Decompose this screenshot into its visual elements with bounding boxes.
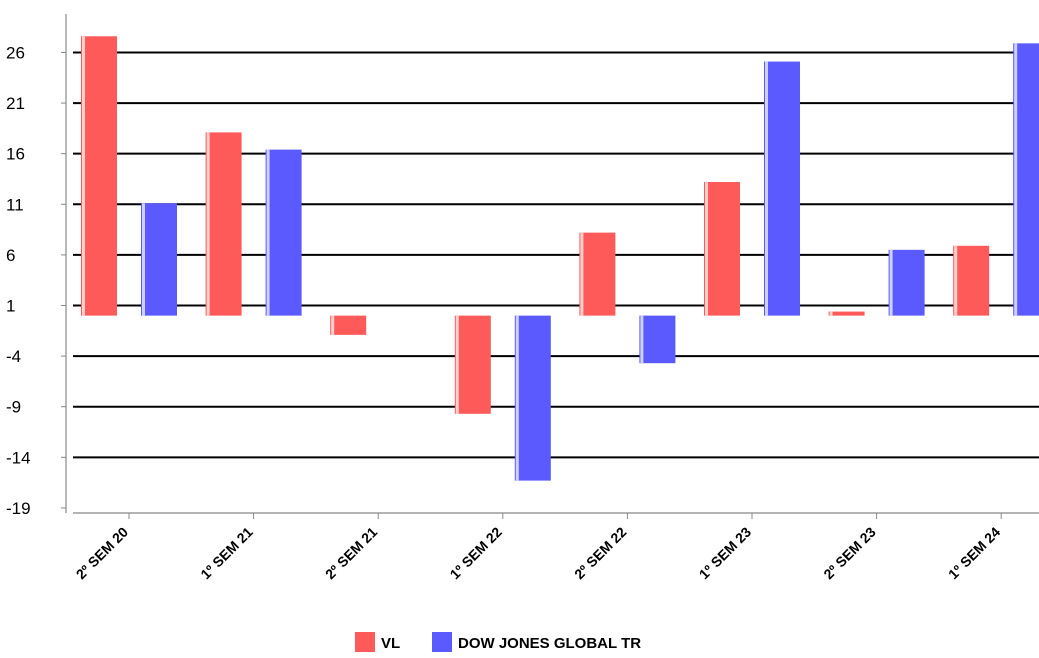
bar-highlight <box>142 203 145 316</box>
bar-highlight <box>331 315 335 335</box>
y-tick-label: 26 <box>6 43 25 62</box>
legend: VL DOW JONES GLOBAL TR <box>355 632 641 652</box>
legend-swatch-vl <box>355 632 375 652</box>
y-tick-label: 11 <box>6 195 24 214</box>
x-tick-label: 2º SEM 23 <box>820 524 879 583</box>
bar-dow-jones-4 <box>514 315 551 481</box>
bar-highlight <box>206 132 210 316</box>
bar-vl-3 <box>330 315 367 335</box>
y-tick-label: -14 <box>6 448 31 467</box>
bar-highlight <box>765 61 768 316</box>
legend-swatch-dow-jones <box>432 632 452 652</box>
bar-highlight <box>705 182 708 316</box>
bar-dow-jones-7 <box>888 249 925 316</box>
bar-vl-6 <box>704 182 740 316</box>
bar-vl-7 <box>828 311 865 316</box>
bar-highlight <box>954 245 958 316</box>
x-tick-label: 2º SEM 20 <box>73 524 132 583</box>
y-tick-label: -19 <box>6 499 31 518</box>
legend-label-dow-jones: DOW JONES GLOBAL TR <box>458 635 641 652</box>
bar-highlight <box>82 36 85 316</box>
y-tick-label: 16 <box>6 145 25 164</box>
bar-vl-1 <box>81 36 117 316</box>
bar-highlight <box>515 315 519 481</box>
bar-dow-jones-1 <box>141 203 177 316</box>
bar-dow-jones-8 <box>1013 43 1039 316</box>
y-tick-label: -4 <box>6 347 21 366</box>
bar-dow-jones-2 <box>265 149 302 316</box>
x-tick-label: 2º SEM 22 <box>571 524 630 583</box>
y-tick-label: -9 <box>6 398 21 417</box>
bar-vl-2 <box>205 132 242 316</box>
y-axis-ticks: 26 21 16 11 6 1 -4 -9 -14 -19 <box>6 43 66 518</box>
bar-highlight <box>266 149 270 316</box>
x-tick-label: 1º SEM 22 <box>447 524 506 583</box>
bar-highlight <box>640 315 644 364</box>
x-tick-label: 2º SEM 21 <box>322 524 381 583</box>
bar-highlight <box>580 232 584 316</box>
axes <box>65 14 1039 514</box>
y-tick-label: 6 <box>6 246 15 265</box>
bar-highlight <box>889 249 893 316</box>
bar-highlight <box>455 315 459 414</box>
bar-dow-jones-6 <box>764 61 800 316</box>
x-axis-ticks: 2º SEM 20 1º SEM 21 2º SEM 21 1º SEM 22 2º S… <box>73 513 1004 583</box>
bars <box>81 36 1039 481</box>
x-tick-label: 1º SEM 23 <box>696 524 755 583</box>
bar-highlight <box>829 311 833 316</box>
x-tick-label: 1º SEM 24 <box>945 524 1004 583</box>
bar-highlight <box>1014 43 1018 316</box>
legend-label-vl: VL <box>381 635 400 652</box>
y-tick-label: 21 <box>6 94 25 113</box>
bar-vl-8 <box>953 245 990 316</box>
y-tick-label: 1 <box>6 297 15 316</box>
bar-dow-jones-5 <box>639 315 676 364</box>
bar-vl-5 <box>579 232 616 316</box>
x-tick-label: 1º SEM 21 <box>197 524 256 583</box>
bar-vl-4 <box>454 315 491 414</box>
